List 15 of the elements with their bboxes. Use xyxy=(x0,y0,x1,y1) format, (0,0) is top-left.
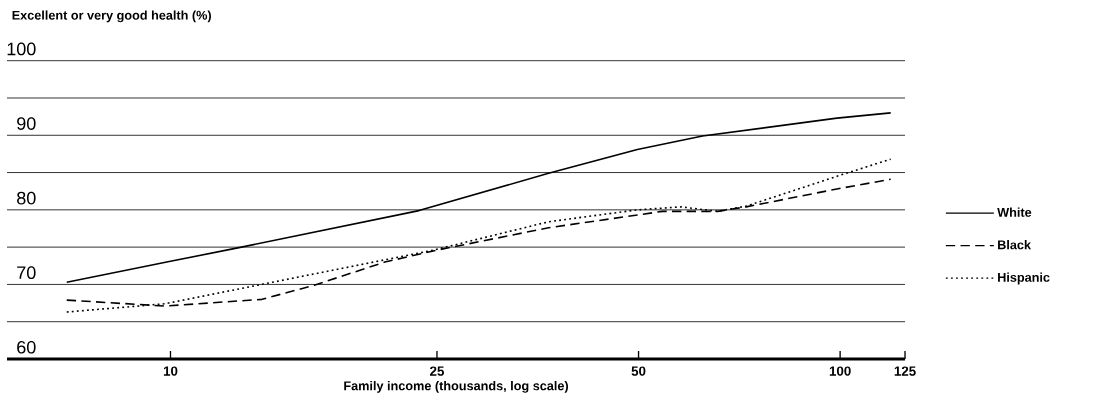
x-axis-title: Family income (thousands, log scale) xyxy=(344,380,569,393)
y-tick-label: 80 xyxy=(17,191,36,205)
y-tick-label: 90 xyxy=(17,117,36,130)
x-tick-label: 25 xyxy=(430,366,445,376)
y-tick-label: 100 xyxy=(7,42,36,56)
x-tick-label: 50 xyxy=(631,366,646,376)
legend-label: Hispanic xyxy=(998,272,1050,285)
legend-label: White xyxy=(997,207,1032,217)
y-axis-title: Excellent or very good health (%) xyxy=(12,10,211,23)
x-tick-label: 100 xyxy=(829,366,851,376)
y-tick-label: 60 xyxy=(17,340,36,354)
y-tick-label: 70 xyxy=(17,266,36,280)
x-tick-label: 10 xyxy=(163,366,178,376)
x-tick-label: 125 xyxy=(894,366,916,376)
legend-label: Black xyxy=(998,240,1032,250)
